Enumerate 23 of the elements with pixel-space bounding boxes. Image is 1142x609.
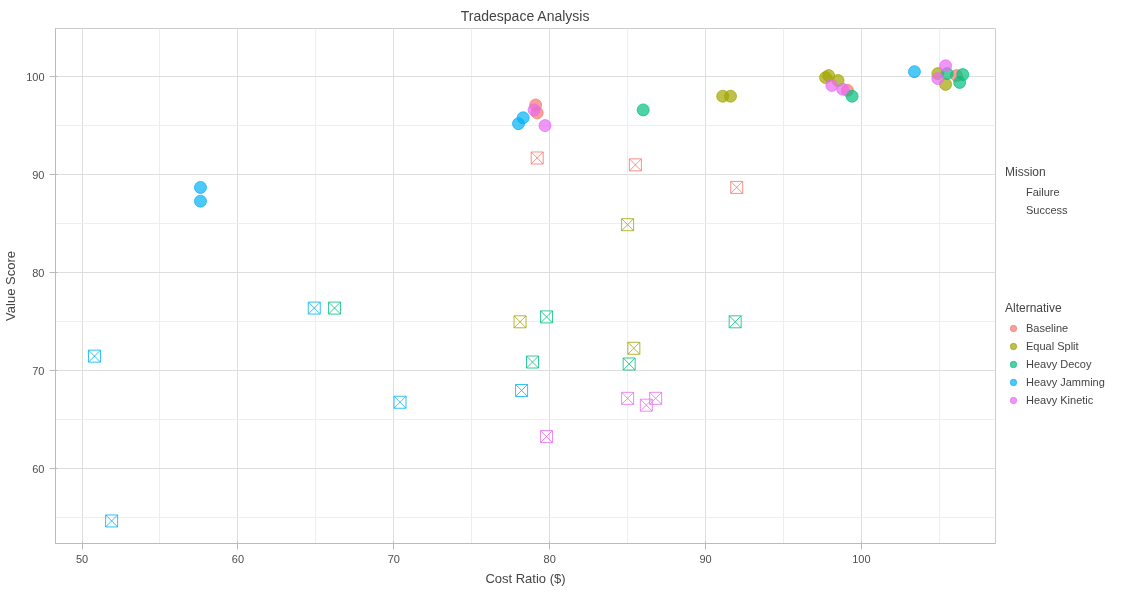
text: Failure <box>1026 185 1060 201</box>
text: Success <box>1026 203 1068 219</box>
chart-title: Tradespace Analysis <box>460 7 590 24</box>
legend-label: Heavy Kinetic <box>1026 393 1094 409</box>
legend-label: Heavy Jamming <box>1026 375 1105 391</box>
x-tick-label: 80 <box>543 552 556 565</box>
y-tick-label: 60 <box>32 462 45 475</box>
x-tick-label: 100 <box>852 552 871 565</box>
legend-title: Alternative <box>1005 301 1063 316</box>
y-axis-title: Value Score <box>3 251 19 321</box>
text: Mission <box>1005 165 1047 180</box>
y-tick-label: 80 <box>32 266 45 279</box>
x-tick-label: 70 <box>387 552 400 565</box>
y-tick-label: 90 <box>32 168 45 181</box>
legend-label: Heavy Decoy <box>1026 357 1092 373</box>
y-tick-label: 70 <box>32 364 45 377</box>
legend-label: Equal Split <box>1026 339 1079 355</box>
x-tick-label: 50 <box>75 552 89 565</box>
x-tick-label: 90 <box>699 552 712 565</box>
x-tick-label: 60 <box>231 552 245 565</box>
y-tick-label: 100 <box>26 70 45 83</box>
legend-label: Baseline <box>1026 321 1069 337</box>
x-axis-title: Cost Ratio ($) <box>485 570 566 586</box>
